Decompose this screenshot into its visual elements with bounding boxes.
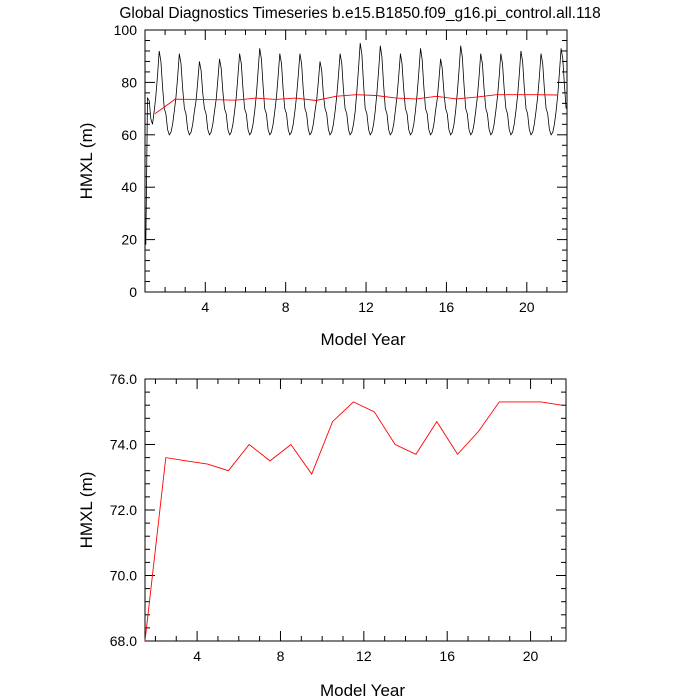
top-panel: 4 8 12 16 20 0 20 40 60 80 100 Model Year HMXL (m): [77, 22, 568, 349]
x-axis-label: Model Year: [320, 681, 405, 700]
y-tick-label: 0: [129, 284, 137, 300]
y-axis-label: HMXL (m): [77, 472, 96, 549]
y-tick-label: 68.0: [110, 633, 137, 649]
figure-title: Global Diagnostics Timeseries b.e15.B185…: [119, 5, 600, 22]
y-tick-label: 72.0: [110, 502, 137, 518]
y-tick-label: 60: [121, 127, 137, 143]
x-tick-label: 12: [356, 648, 372, 664]
y-tick-label: 80: [121, 74, 137, 90]
y-tick-label: 100: [114, 22, 138, 38]
plot-frame: [144, 378, 567, 642]
y-tick-label: 40: [121, 179, 137, 195]
y-tick-label: 76.0: [110, 371, 137, 387]
y-tick-label: 74.0: [110, 437, 137, 453]
x-tick-label: 16: [439, 299, 455, 315]
x-tick-label: 4: [193, 648, 201, 664]
x-tick-label: 12: [358, 299, 374, 315]
annual-mean-series-line: [154, 94, 558, 115]
annual-mean-series-line: [144, 401, 562, 642]
x-tick-label: 8: [282, 299, 290, 315]
x-tick-label: 8: [277, 648, 285, 664]
x-axis-label: Model Year: [320, 330, 405, 349]
x-tick-label: 4: [201, 299, 209, 315]
x-tick-label: 20: [519, 299, 535, 315]
bottom-panel: 4 8 12 16 20 68.0 70.0 72.0 74.0 76.0 Model Year HM…: [77, 371, 567, 700]
y-tick-label: 70.0: [110, 568, 137, 584]
y-tick-label: 20: [121, 232, 137, 248]
y-axis-label: HMXL (m): [77, 123, 96, 200]
monthly-series-line: [145, 43, 567, 245]
plot-frame: [144, 29, 568, 293]
x-tick-label: 16: [439, 648, 455, 664]
x-tick-label: 20: [523, 648, 539, 664]
